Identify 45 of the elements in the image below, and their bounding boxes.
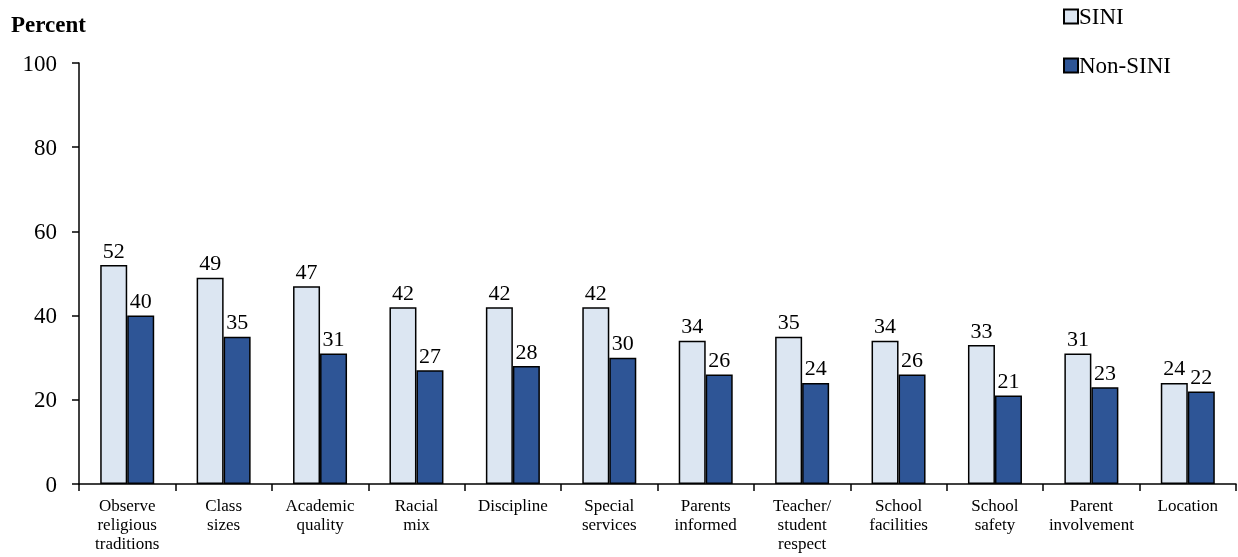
x-tick-label: Teacher/student respect (772, 496, 832, 553)
data-label: 33 (970, 317, 993, 343)
data-label: 35 (226, 309, 249, 335)
data-label: 31 (322, 325, 345, 351)
x-tick-label: School facilities (869, 496, 928, 534)
data-label: 35 (777, 309, 800, 335)
data-label: 34 (681, 313, 704, 339)
data-label: 27 (418, 342, 441, 368)
x-tick-label: Parents informed (674, 496, 738, 534)
data-label: 31 (1066, 325, 1089, 351)
y-tick-label: 0 (45, 471, 57, 497)
data-label: 23 (1093, 359, 1116, 385)
data-label: 26 (901, 347, 924, 373)
y-tick-label: 60 (34, 218, 57, 244)
y-tick-label: 80 (34, 134, 57, 160)
data-label: 24 (804, 355, 827, 381)
x-tick-label: Racial mix (394, 496, 439, 534)
y-tick-label: 40 (34, 303, 57, 329)
x-tick-label: Special services (581, 496, 637, 534)
data-label: 28 (515, 338, 538, 364)
data-label: 34 (874, 313, 897, 339)
y-tick-label: 100 (22, 50, 57, 76)
legend-label: Non-SINI (1079, 53, 1172, 78)
x-tick-label: Academic quality (285, 496, 355, 534)
y-tick-label: 20 (34, 387, 57, 413)
x-tick-label: Parent involvement (1048, 496, 1135, 534)
data-label: 21 (997, 368, 1020, 394)
data-label: 52 (102, 237, 125, 263)
legend-label: SINI (1079, 4, 1124, 29)
x-tick-label: Location (1157, 496, 1219, 515)
x-tick-label: Observe religious traditions (95, 496, 160, 553)
x-tick-label: Class sizes (205, 496, 243, 534)
data-label: 40 (129, 288, 152, 314)
data-label: 47 (295, 258, 318, 284)
data-label: 49 (199, 250, 222, 276)
x-tick-label: Discipline (477, 496, 548, 515)
data-label: 42 (584, 279, 607, 305)
data-label: 42 (488, 279, 511, 305)
data-label: 30 (611, 330, 634, 356)
y-axis-title: Percent (11, 12, 87, 37)
x-tick-label: School safety (971, 496, 1019, 534)
data-label: 24 (1163, 355, 1186, 381)
data-label: 26 (708, 347, 731, 373)
data-label: 42 (391, 279, 414, 305)
data-label: 22 (1190, 363, 1213, 389)
